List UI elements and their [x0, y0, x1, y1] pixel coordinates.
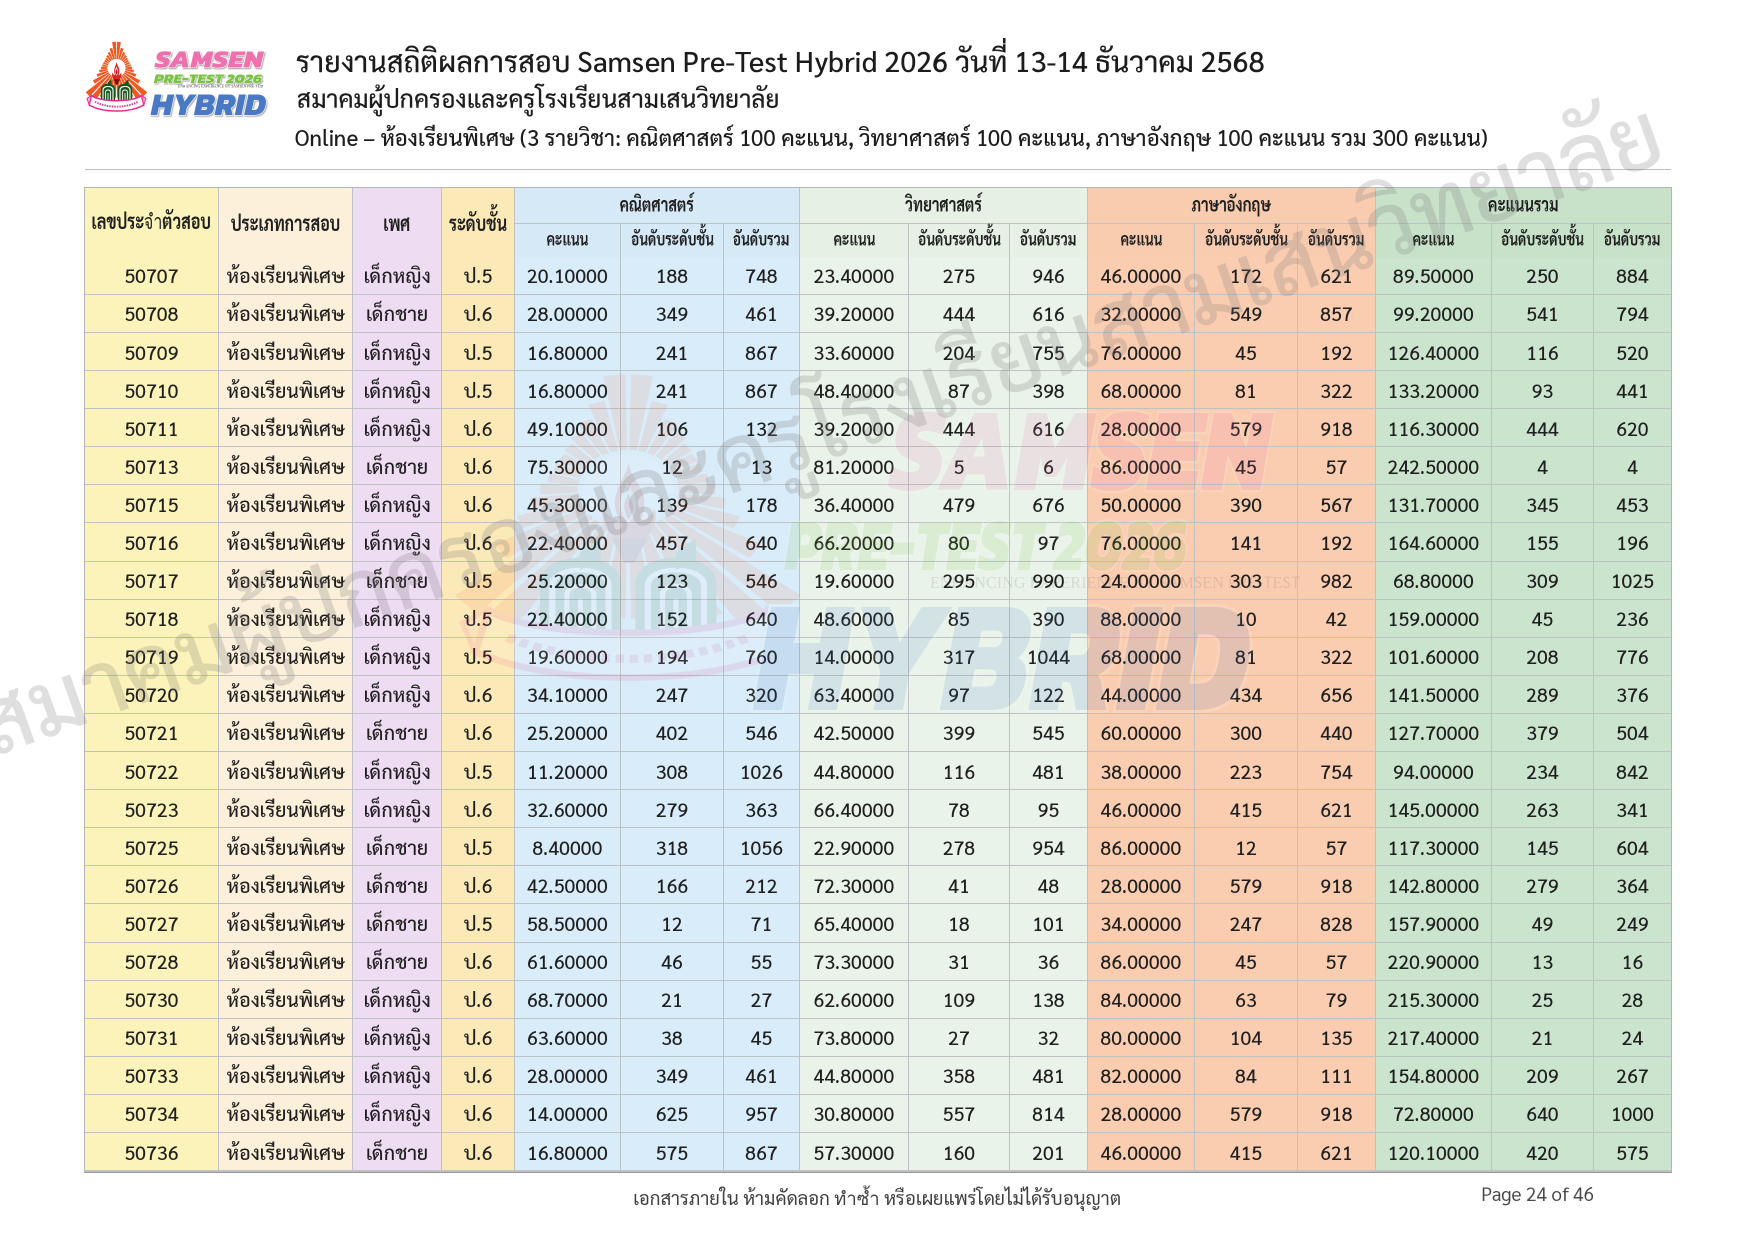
svg-text:ENHANCING EXPERIENCE BY SAMSEN: ENHANCING EXPERIENCE BY SAMSEN PRE-TEST: [178, 84, 264, 89]
svg-text:PRE-TEST 2026: PRE-TEST 2026: [153, 70, 262, 89]
svg-text:SAMSEN: SAMSEN: [154, 40, 265, 78]
svg-text:HYBRID: HYBRID: [150, 81, 267, 128]
